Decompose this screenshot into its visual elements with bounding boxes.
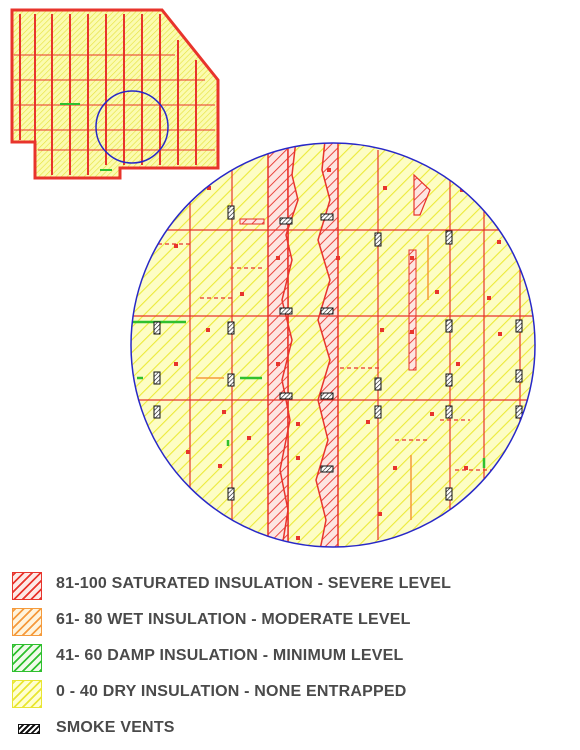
severe-zone	[408, 249, 417, 371]
detail-view	[130, 142, 536, 548]
legend-item-severe: 81-100 SATURATED INSULATION - SEVERE LEV…	[12, 570, 572, 606]
legend: 81-100 SATURATED INSULATION - SEVERE LEV…	[12, 570, 572, 750]
legend-item-smoke-vents: SMOKE VENTS	[12, 714, 572, 750]
legend-label-smoke-vents: SMOKE VENTS	[56, 719, 175, 736]
severe-swatch-icon	[12, 572, 42, 600]
legend-label-moderate: 61- 80 WET INSULATION - MODERATE LEVEL	[56, 611, 411, 628]
moderate-wet-lines	[196, 235, 429, 520]
moderate-swatch-icon	[12, 608, 42, 636]
severe-zone	[239, 218, 265, 225]
legend-label-dry: 0 - 40 DRY INSULATION - NONE ENTRAPPED	[56, 683, 407, 700]
legend-item-damp: 41- 60 DAMP INSULATION - MINIMUM LEVEL	[12, 642, 572, 678]
legend-label-severe: 81-100 SATURATED INSULATION - SEVERE LEV…	[56, 575, 452, 592]
moderate-wet-lines	[131, 229, 535, 471]
key-plan	[10, 8, 220, 180]
roof-moisture-survey-drawing	[10, 8, 536, 548]
detail-outline	[130, 142, 536, 548]
legend-label-damp: 41- 60 DAMP INSULATION - MINIMUM LEVEL	[56, 647, 404, 664]
legend-item-moderate: 61- 80 WET INSULATION - MODERATE LEVEL	[12, 606, 572, 642]
smoke-vent-icon	[18, 724, 40, 734]
key-plan-wet-zones	[14, 14, 215, 175]
smoke-vents	[153, 205, 523, 501]
damp-swatch-icon	[12, 644, 42, 672]
key-plan-detail-callout	[95, 90, 169, 164]
key-plan-damp-zones	[60, 103, 112, 171]
key-plan-roof-outline	[10, 8, 220, 180]
dry-swatch-icon	[12, 680, 42, 708]
survey-points	[174, 168, 502, 540]
severe-zone	[413, 173, 431, 216]
legend-item-dry: 0 - 40 DRY INSULATION - NONE ENTRAPPED	[12, 678, 572, 714]
